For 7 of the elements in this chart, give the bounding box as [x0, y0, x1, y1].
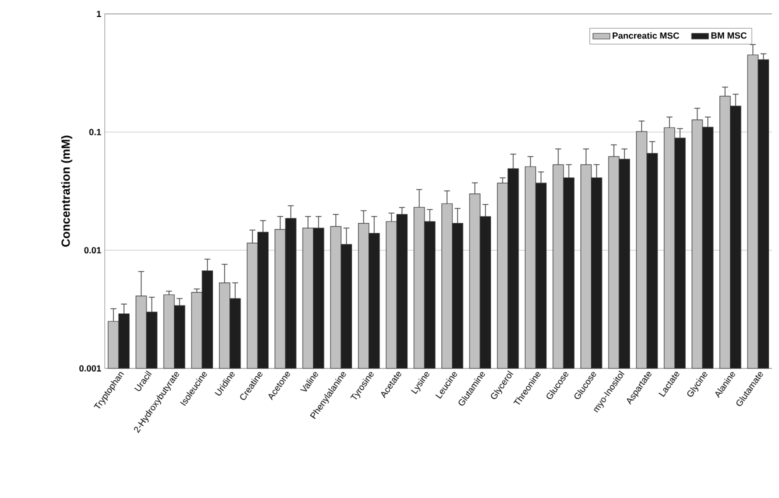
y-tick-label: 0.1: [89, 128, 102, 135]
legend-label: BM MSC: [711, 32, 747, 38]
y-tick-label: 0.001: [79, 365, 102, 372]
y-tick-label: 0.01: [84, 246, 102, 254]
y-tick-label: 1: [96, 10, 102, 17]
y-axis-title: Concentration (mM): [61, 135, 72, 246]
legend-label: Pancreatic MSC: [612, 32, 680, 39]
